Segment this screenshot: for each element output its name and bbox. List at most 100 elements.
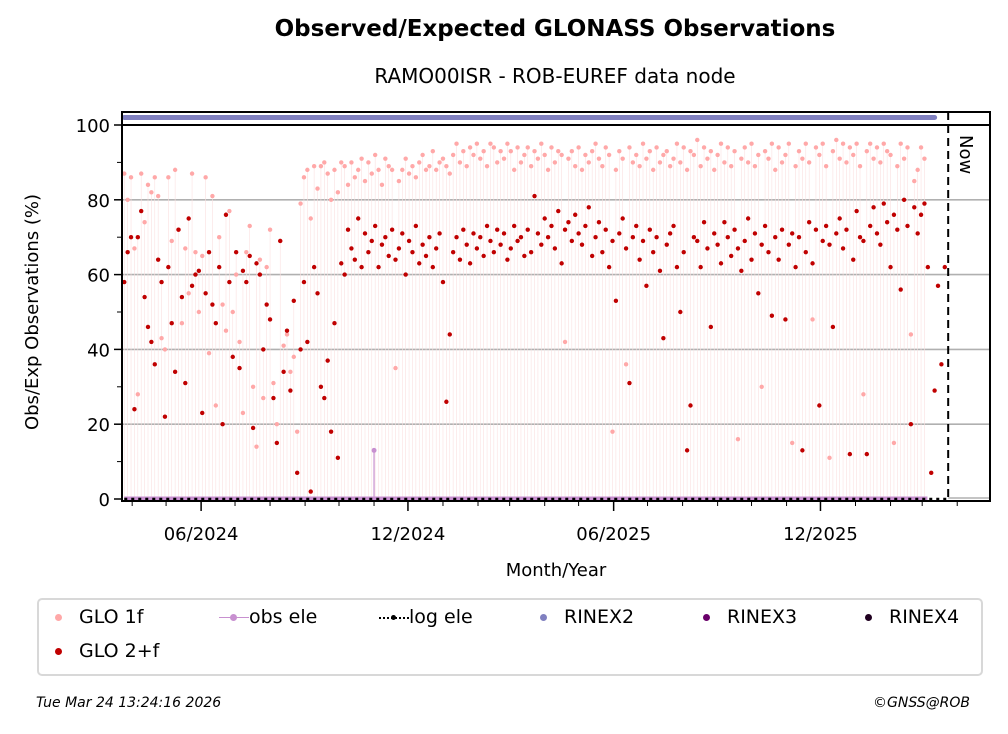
glo-2f-point: [515, 238, 520, 244]
glo-2f-point: [396, 246, 402, 251]
glo-2f-point: [783, 317, 788, 322]
glo-2f-point: [678, 309, 683, 315]
glo-1f-point: [325, 171, 330, 176]
glo-1f-point: [125, 197, 130, 202]
glo-1f-point: [857, 163, 863, 169]
glo-2f-point: [420, 242, 425, 247]
glo-1f-point: [200, 253, 205, 259]
glo-1f-point: [644, 156, 649, 161]
glo-2f-point: [817, 403, 822, 408]
glo-1f-point: [766, 156, 771, 161]
glo-2f-point: [400, 231, 405, 236]
legend-item-glo-2f[interactable]: GLO 2+f: [49, 640, 159, 662]
glo-1f-point: [284, 332, 290, 337]
glo-1f-point: [888, 152, 893, 158]
glo-1f-point: [420, 152, 425, 158]
legend-item-log-ele[interactable]: log ele: [379, 606, 473, 628]
glo-2f-point: [806, 220, 812, 225]
glo-2f-point: [647, 227, 653, 232]
glo-2f-point: [203, 291, 208, 296]
glo-1f-point: [369, 171, 374, 176]
y-tick-label: 20: [87, 415, 110, 436]
legend-item-obs-ele[interactable]: obs ele: [219, 606, 317, 628]
glo-2f-point: [328, 429, 334, 434]
pink-dot-icon: [49, 607, 75, 627]
glo-2f-point: [769, 313, 775, 318]
glo-2f-point: [573, 212, 578, 217]
glo-2f-point: [125, 249, 130, 255]
glo-1f-point: [712, 167, 717, 173]
glo-2f-point: [929, 470, 934, 476]
glo-1f-point: [864, 148, 870, 154]
glo-2f-point: [210, 302, 215, 307]
glo-1f-point: [606, 152, 612, 158]
legend-item-glo-1f[interactable]: GLO 1f: [49, 606, 143, 628]
glo-1f-point: [186, 291, 191, 296]
glo-2f-point: [532, 193, 537, 199]
glo-1f-point: [440, 156, 446, 161]
glo-2f-point: [325, 358, 330, 363]
glo-1f-point: [528, 163, 534, 169]
glo-1f-point: [166, 175, 171, 180]
glo-2f-point: [661, 335, 666, 341]
glo-2f-point: [223, 212, 229, 217]
y-tick-label: 0: [99, 490, 110, 511]
glo-1f-point: [759, 384, 764, 389]
glo-2f-point: [786, 242, 792, 247]
glo-2f-point: [596, 220, 602, 225]
glo-2f-point: [162, 414, 168, 419]
glo-2f-point: [545, 235, 551, 240]
glo-1f-point: [847, 145, 853, 150]
glo-2f-point: [854, 208, 859, 214]
glo-1f-point: [227, 208, 232, 214]
glo-2f-point: [705, 246, 710, 251]
glo-2f-point: [708, 324, 714, 330]
glo-1f-point: [905, 145, 910, 150]
glo-2f-point: [871, 205, 876, 210]
glo-1f-point: [410, 163, 415, 169]
glo-2f-point: [233, 249, 239, 255]
glo-1f-point: [437, 160, 442, 165]
glo-2f-point: [691, 235, 697, 240]
glo-2f-point: [139, 208, 144, 214]
glo-2f-point: [912, 205, 917, 210]
legend-item-rinex3[interactable]: RINEX3: [697, 606, 797, 628]
glo-2f-point: [756, 291, 761, 296]
glo-2f-point: [322, 395, 327, 401]
glo-2f-point: [698, 264, 703, 270]
glo-1f-point: [535, 156, 541, 161]
glo-1f-point: [498, 148, 503, 154]
glo-2f-point: [796, 235, 802, 240]
glo-1f-point: [386, 163, 391, 169]
glo-2f-point: [657, 268, 663, 274]
glo-2f-point: [383, 235, 388, 240]
glo-1f-point: [193, 249, 198, 255]
glo-2f-point: [237, 365, 242, 371]
glo-2f-point: [688, 403, 693, 408]
glo-1f-point: [844, 160, 849, 165]
plot-frame: [121, 111, 991, 502]
glo-1f-point: [349, 160, 354, 165]
glo-2f-point: [183, 380, 188, 386]
glo-2f-point: [742, 238, 747, 244]
glo-2f-point: [505, 257, 510, 262]
glo-1f-point: [773, 167, 778, 173]
glo-2f-point: [579, 242, 585, 247]
glo-2f-point: [359, 264, 364, 270]
red-dot-icon: [49, 641, 75, 661]
glo-1f-point: [783, 152, 788, 158]
legend-item-rinex2[interactable]: RINEX2: [534, 606, 634, 628]
legend-item-rinex4[interactable]: RINEX4: [859, 606, 959, 628]
glo-2f-point: [837, 216, 842, 221]
glo-1f-point: [345, 182, 351, 188]
glo-2f-point: [417, 261, 422, 266]
glo-2f-point: [305, 339, 310, 345]
glo-2f-point: [166, 264, 171, 270]
glo-1f-point: [610, 429, 615, 434]
glo-1f-point: [433, 167, 439, 173]
glo-2f-point: [864, 451, 870, 457]
glo-2f-point: [257, 272, 263, 277]
glo-1f-point: [695, 137, 700, 143]
glo-2f-point: [274, 440, 280, 446]
glo-2f-point: [362, 231, 368, 236]
